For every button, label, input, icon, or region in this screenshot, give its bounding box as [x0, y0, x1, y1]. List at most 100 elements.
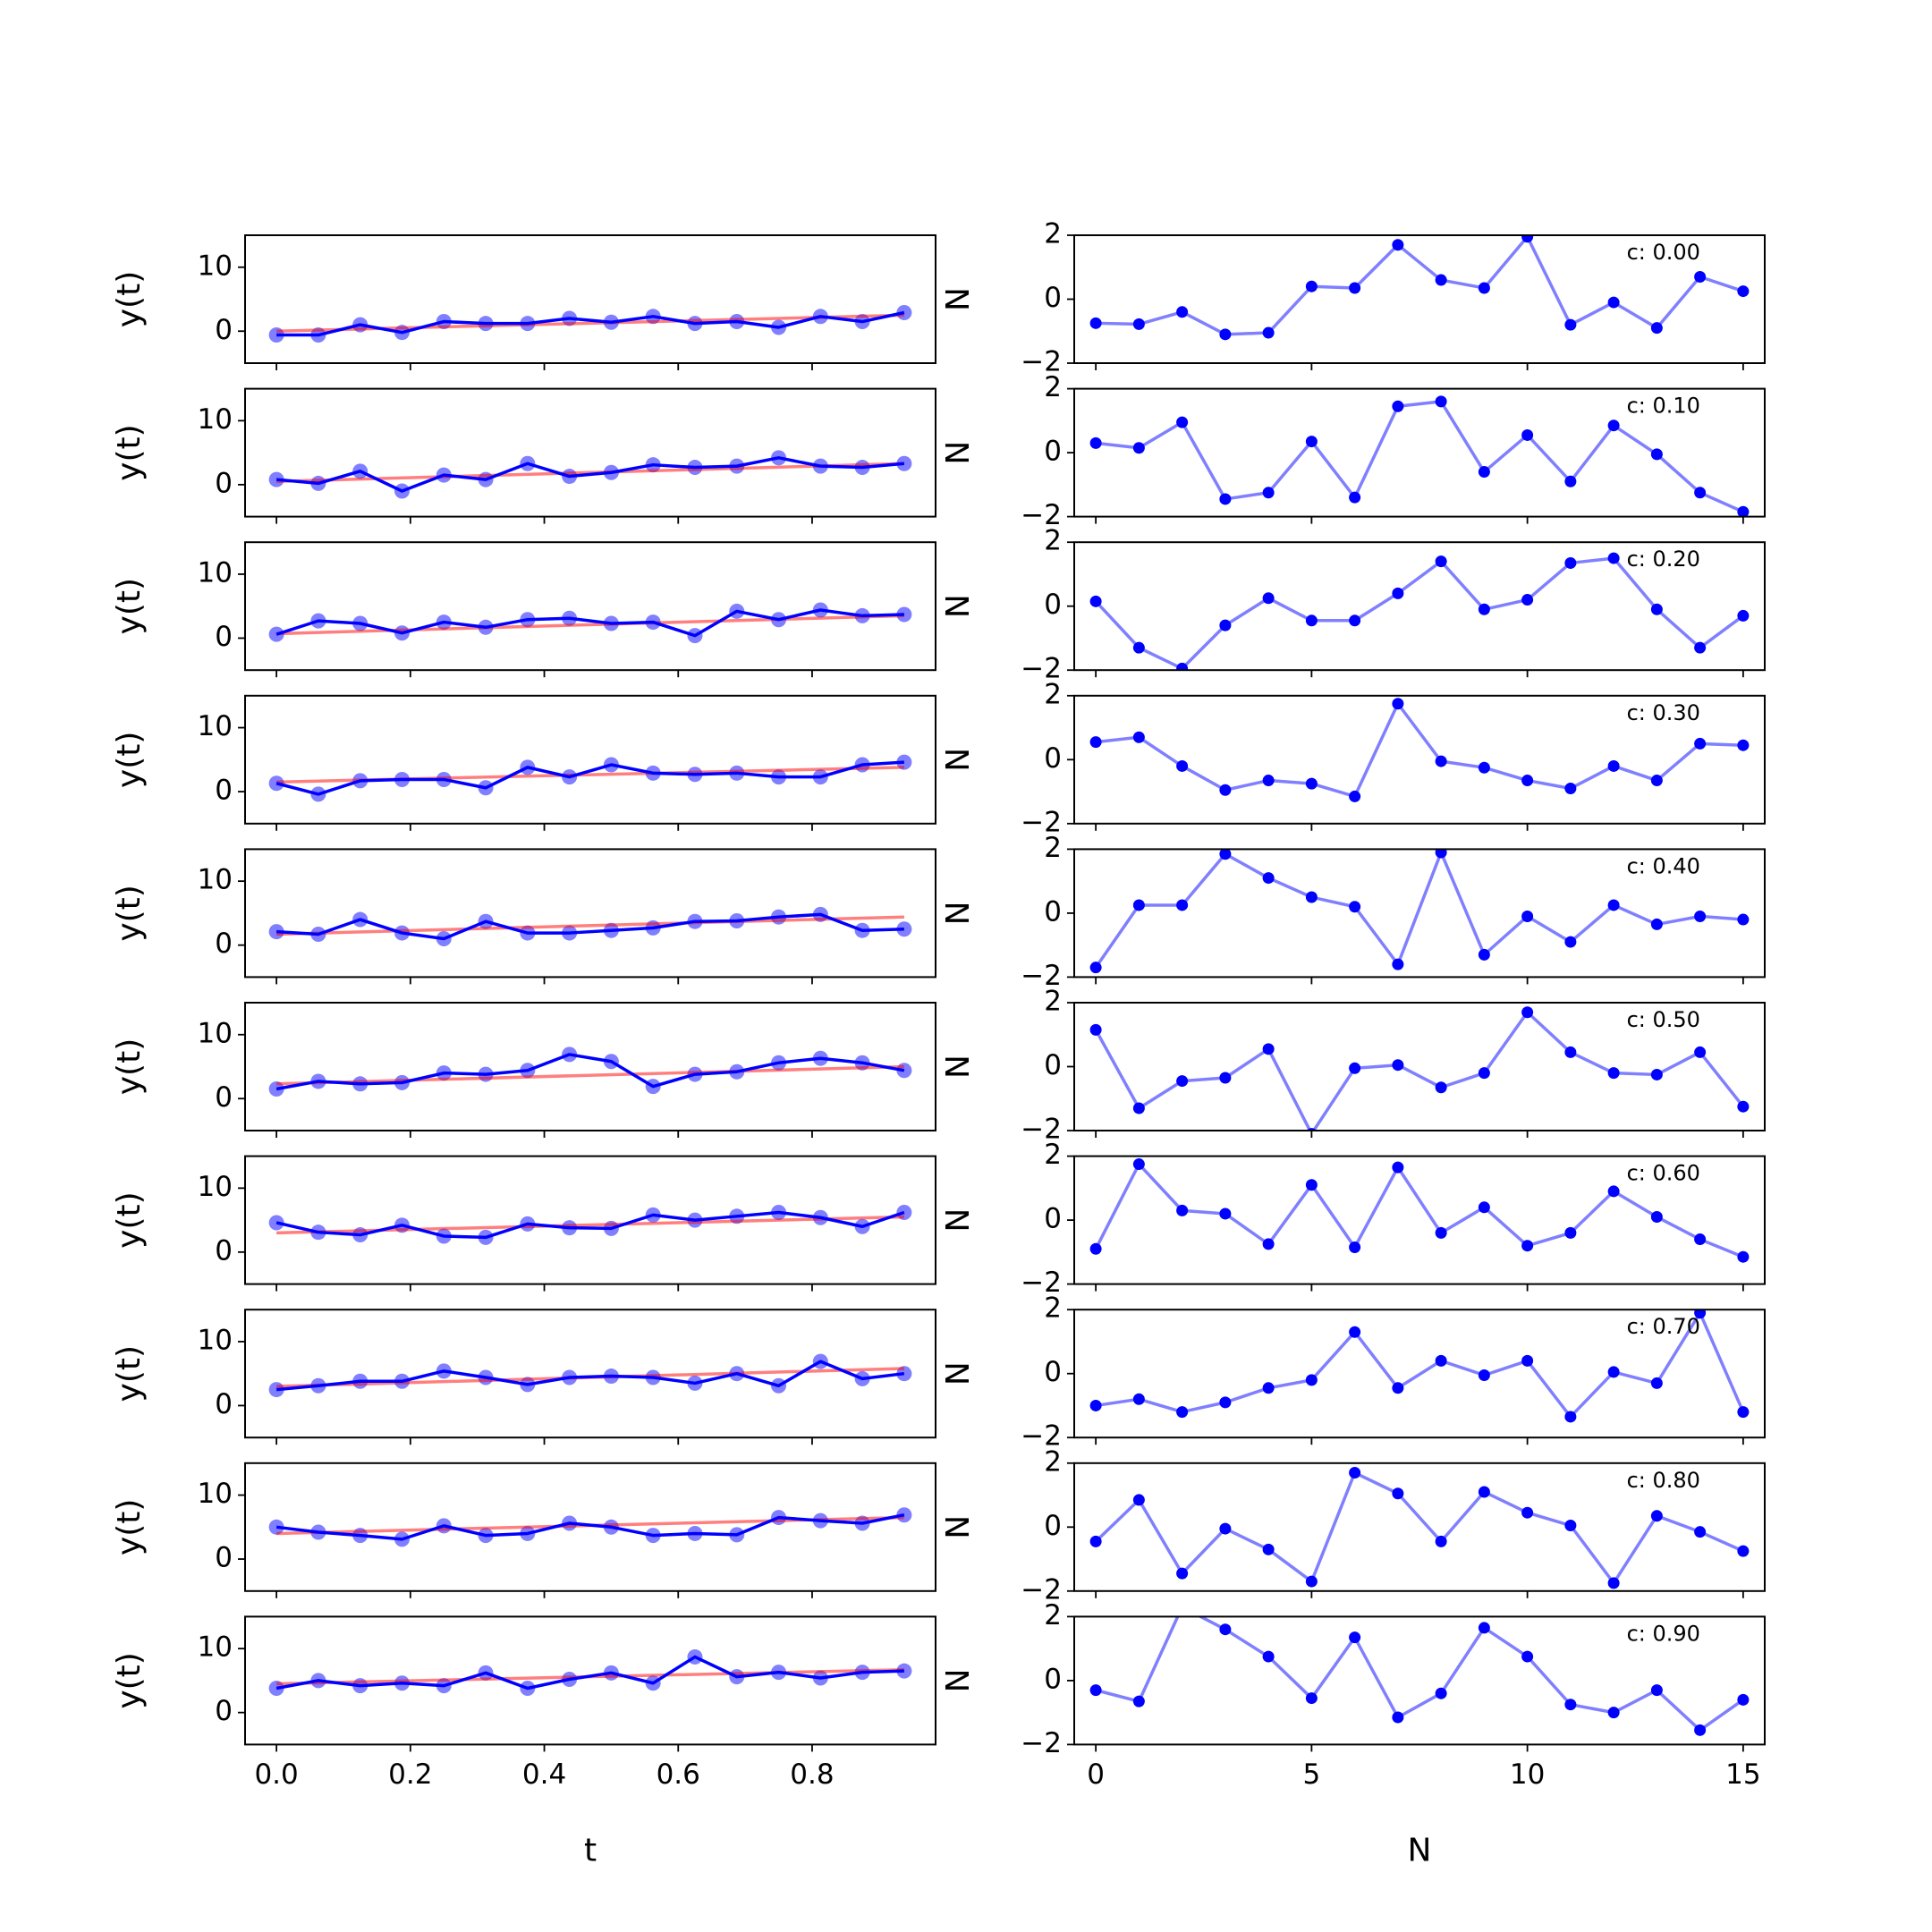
data-point — [1478, 1067, 1490, 1080]
subplot: 0 10 y(t) — [111, 1462, 936, 1598]
data-point — [1089, 736, 1102, 749]
data-point — [1607, 899, 1620, 911]
data-point — [1349, 1241, 1361, 1253]
y-tick-label: −2 — [1021, 1727, 1062, 1759]
subplot: 0 10 y(t) — [111, 694, 936, 831]
plot-area — [268, 305, 912, 343]
data-point — [1607, 1577, 1620, 1589]
series-line — [1095, 400, 1744, 513]
y-axis-label: y(t) — [111, 1038, 148, 1096]
data-point — [1478, 948, 1490, 961]
y-tick-label: −2 — [1021, 346, 1062, 378]
data-point — [1262, 1382, 1275, 1394]
subplot: −2 0 2 Nc: 0.60 — [940, 1139, 1766, 1299]
data-point — [1737, 1693, 1750, 1706]
data-point — [1737, 1545, 1750, 1557]
y-tick-label: 0 — [1044, 1510, 1062, 1542]
plot-area — [1089, 1616, 1750, 1736]
x-tick-label: 15 — [1725, 1758, 1760, 1791]
data-point — [1435, 755, 1447, 767]
data-point — [1435, 274, 1447, 286]
plot-area — [1089, 1309, 1750, 1423]
plot-area — [268, 1648, 912, 1696]
x-axis-label: N — [1408, 1832, 1432, 1868]
series-line — [1094, 556, 1744, 671]
subplot: 0 10 y(t) — [111, 1309, 936, 1445]
plot-area — [1089, 849, 1750, 974]
data-point — [1392, 1382, 1404, 1394]
data-point — [1392, 1711, 1404, 1724]
data-point — [1478, 1368, 1490, 1381]
data-point — [1478, 1201, 1490, 1214]
y-axis-label: N — [940, 287, 977, 311]
y-tick-label: 0 — [215, 1388, 233, 1420]
data-point — [1349, 1326, 1361, 1338]
data-point — [1521, 1006, 1534, 1019]
x-tick-label: 0 — [1087, 1758, 1105, 1791]
annotation: c: 0.80 — [1627, 1468, 1700, 1493]
plot-area — [268, 1353, 912, 1398]
data-point — [1132, 1695, 1145, 1707]
y-tick-label: 2 — [1044, 986, 1062, 1018]
data-point — [1521, 594, 1534, 606]
annotation: c: 0.30 — [1627, 700, 1700, 725]
data-point — [1564, 782, 1577, 794]
data-point — [1435, 1535, 1447, 1547]
plot-area — [268, 1507, 912, 1547]
series-line — [275, 1360, 905, 1392]
axes-frame — [244, 1615, 936, 1746]
data-point — [1650, 1684, 1663, 1697]
data-point — [1219, 493, 1232, 505]
plot-area — [1089, 235, 1750, 341]
data-point — [1435, 1687, 1447, 1699]
data-point — [1392, 1059, 1404, 1072]
series-line — [276, 1064, 904, 1086]
y-axis-label: y(t) — [111, 1345, 148, 1402]
data-point — [1564, 556, 1577, 569]
data-point — [1737, 285, 1750, 298]
data-point — [1305, 891, 1318, 903]
y-axis-label: N — [940, 1055, 977, 1079]
data-point — [1132, 641, 1145, 654]
data-point — [1435, 849, 1447, 859]
y-tick-label: 0 — [1044, 1203, 1062, 1235]
y-tick-label: 0 — [215, 314, 233, 346]
data-point — [1089, 595, 1102, 607]
axes-frame — [244, 1002, 936, 1131]
data-point — [1435, 395, 1447, 408]
y-tick-label: 10 — [198, 556, 233, 589]
x-tick-label: 0.2 — [388, 1758, 432, 1791]
x-tick-label: 0.4 — [522, 1758, 566, 1791]
data-point — [1650, 918, 1663, 930]
y-tick-label: 2 — [1044, 1139, 1062, 1171]
y-tick-label: 0 — [215, 1542, 233, 1574]
data-point — [1176, 759, 1189, 772]
annotation: c: 0.70 — [1627, 1314, 1700, 1339]
data-point — [1737, 913, 1750, 926]
subplot: 0 10 y(t) — [111, 387, 936, 524]
data-point — [1564, 1046, 1577, 1058]
data-point — [1435, 555, 1447, 568]
data-point — [1564, 1411, 1577, 1423]
data-point — [1607, 1185, 1620, 1198]
data-point — [1435, 1226, 1447, 1239]
data-point — [1392, 400, 1404, 412]
data-point — [1219, 1072, 1232, 1084]
annotation: c: 0.40 — [1627, 853, 1700, 878]
subplot: 0 10 y(t) — [111, 848, 936, 985]
data-point — [1650, 1510, 1663, 1522]
data-point — [1219, 619, 1232, 631]
data-point — [1089, 1684, 1102, 1697]
series-line — [275, 1210, 905, 1240]
data-point — [1650, 775, 1663, 787]
data-point — [1349, 491, 1361, 504]
data-point — [1349, 282, 1361, 294]
axes-frame — [244, 1309, 936, 1439]
y-axis-label: y(t) — [111, 271, 148, 328]
axes-frame — [244, 234, 936, 364]
data-point — [1349, 1631, 1361, 1644]
data-point — [1132, 899, 1145, 911]
data-point — [1694, 1526, 1707, 1538]
plot-area — [268, 1046, 912, 1097]
series-line — [276, 915, 904, 936]
